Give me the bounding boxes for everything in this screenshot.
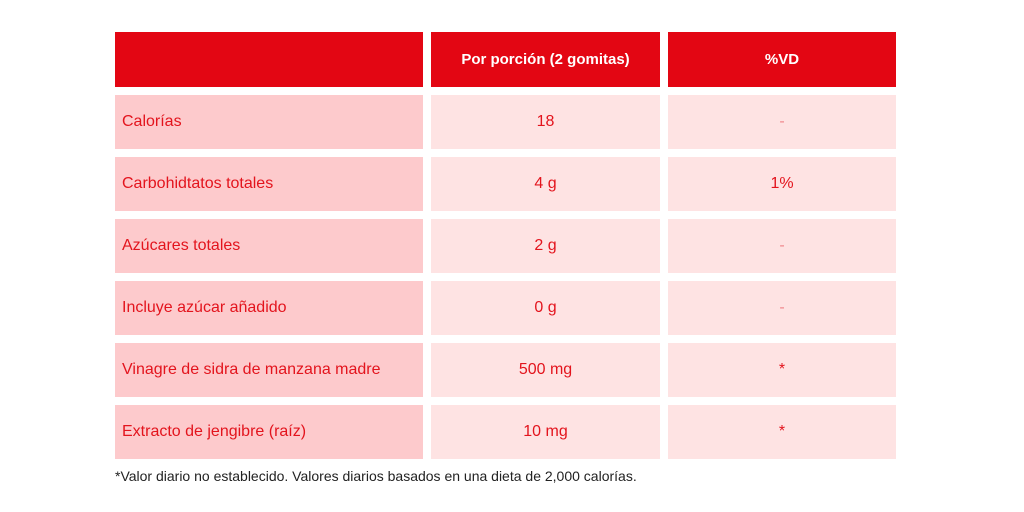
row-value: 18: [431, 95, 660, 149]
row-label: Azúcares totales: [115, 219, 423, 273]
row-value: 0 g: [431, 281, 660, 335]
row-value: 1%: [668, 157, 896, 211]
row-value: *: [668, 405, 896, 459]
header-cell: Por porción (2 gomitas): [431, 32, 660, 87]
row-value: -: [668, 219, 896, 273]
row-value: -: [668, 95, 896, 149]
row-value: 2 g: [431, 219, 660, 273]
row-label: Incluye azúcar añadido: [115, 281, 423, 335]
row-label: Carbohidtatos totales: [115, 157, 423, 211]
row-value: *: [668, 343, 896, 397]
row-value: 10 mg: [431, 405, 660, 459]
row-value: 500 mg: [431, 343, 660, 397]
row-value: 4 g: [431, 157, 660, 211]
header-cell: [115, 32, 423, 87]
row-label: Extracto de jengibre (raíz): [115, 405, 423, 459]
row-value: -: [668, 281, 896, 335]
header-cell: %VD: [668, 32, 896, 87]
footnote: *Valor diario no establecido. Valores di…: [115, 468, 637, 484]
row-label: Vinagre de sidra de manzana madre: [115, 343, 423, 397]
row-label: Calorías: [115, 95, 423, 149]
